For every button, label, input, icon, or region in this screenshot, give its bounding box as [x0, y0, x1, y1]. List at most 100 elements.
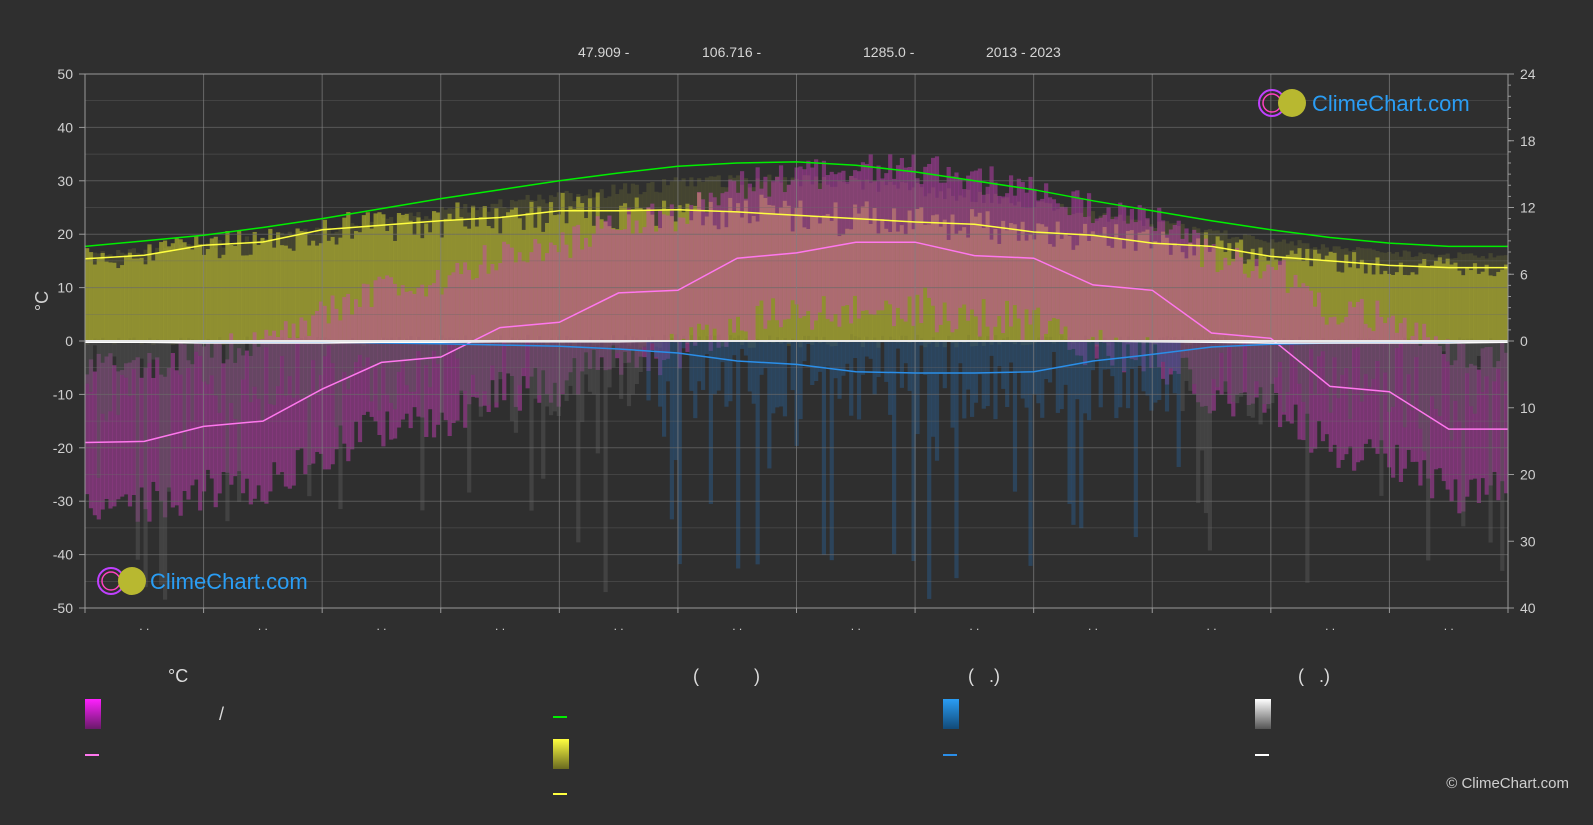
precip-bar	[1402, 341, 1407, 428]
precip-bar	[1040, 341, 1045, 418]
sunshine-bar	[424, 223, 429, 341]
sunshine-bar	[1316, 253, 1322, 341]
sunshine-bar	[919, 207, 924, 341]
precip-bar	[159, 341, 164, 585]
sunshine-bar	[700, 225, 706, 341]
precip-bar	[1363, 341, 1368, 375]
sunshine-bar	[1149, 248, 1154, 341]
sunshine-bar	[1348, 267, 1353, 341]
temp-range-bar	[178, 341, 183, 516]
temp-range-bar	[853, 170, 858, 296]
precip-bar	[408, 341, 413, 392]
sunshine-bar	[354, 231, 359, 341]
sunshine-bar	[1114, 224, 1119, 341]
daylight-line	[85, 161, 1508, 248]
temp-range-bar	[755, 167, 760, 306]
temp-range-bar	[1075, 190, 1080, 356]
temp-range-bar	[1180, 238, 1185, 358]
temp-range-bar	[771, 180, 776, 299]
precip-bar	[1437, 341, 1443, 417]
precip-bar	[1270, 341, 1275, 404]
sunshine-bar	[159, 242, 164, 341]
sunshine-bar	[1414, 274, 1419, 341]
precip-bar	[178, 341, 183, 375]
precip-bar	[736, 341, 741, 569]
logo-ring-inner-icon	[101, 571, 121, 591]
temp-range-bar	[876, 165, 881, 311]
precip-bar	[517, 341, 522, 386]
temp-range-bar	[981, 194, 986, 300]
precip-bar	[428, 341, 433, 388]
precip-bar	[400, 341, 405, 361]
temp-range-bar	[786, 184, 791, 319]
sunshine-bar	[1355, 268, 1361, 341]
x-tick-label: . .	[258, 619, 268, 633]
precip-bar	[1371, 341, 1376, 379]
temp-range-bar	[506, 244, 511, 374]
sunshine-bar	[642, 210, 647, 341]
temp-range-bar	[311, 315, 316, 464]
sunshine-bar	[1426, 266, 1431, 341]
precip-bar	[646, 341, 651, 401]
sunshine-bar	[888, 232, 893, 341]
precip-bar	[311, 341, 316, 361]
precip-bar	[993, 341, 998, 420]
precip-bar	[283, 341, 289, 396]
sunshine-bar	[389, 225, 394, 341]
legend-temp-range-swatch	[85, 699, 101, 729]
legend-sunshine-line	[553, 793, 567, 795]
sunshine-bar	[1352, 252, 1357, 341]
temp-range-bar	[1063, 206, 1068, 327]
sunshine-bar	[112, 262, 117, 341]
temp-range-bar	[256, 346, 261, 486]
temp-range-bar	[654, 231, 659, 359]
precip-bar	[1005, 341, 1010, 407]
x-tick-label: . .	[1444, 619, 1454, 633]
temp-range-bar	[1168, 229, 1174, 375]
sunshine-bar	[724, 227, 729, 341]
sunshine-bar	[790, 231, 795, 341]
temp-range-bar	[1445, 339, 1450, 490]
precip-bar	[439, 341, 444, 413]
temp-range-bar	[677, 217, 682, 369]
precip-bar	[237, 341, 242, 502]
temp-range-bar	[1398, 323, 1404, 482]
sunshine-bar	[139, 257, 144, 341]
precip-bar	[626, 341, 632, 407]
sunshine-bar	[486, 226, 491, 341]
sunshine-bar	[782, 200, 788, 341]
temp-range-bar	[260, 339, 265, 502]
precip-bar	[1223, 341, 1228, 392]
precip-bar	[1410, 341, 1415, 411]
sunshine-bar	[1122, 248, 1127, 341]
precip-bar	[658, 341, 663, 407]
temp-range-bar	[1316, 292, 1322, 421]
sunshine-bar	[178, 239, 183, 341]
precip-bar	[1246, 341, 1251, 416]
temp-range-bar	[85, 374, 90, 495]
precip-bar	[1453, 341, 1458, 401]
legend-temp-title: °C	[168, 666, 189, 686]
temp-range-bar	[1266, 264, 1271, 405]
temp-range-bar	[240, 355, 246, 494]
legend-sunshine-swatch	[553, 739, 569, 769]
precip-bar	[962, 341, 967, 419]
precip-bar	[806, 341, 811, 345]
temp-range-bar	[728, 179, 733, 319]
precip-bar	[470, 341, 476, 375]
precip-bar	[463, 341, 468, 391]
temp-range-bar	[576, 224, 581, 395]
sunshine-bar	[626, 214, 632, 341]
precip-bar	[1161, 341, 1166, 362]
precip-bar	[252, 341, 257, 387]
temp-range-bar	[946, 167, 951, 321]
precip-bar	[389, 341, 394, 403]
precip-bar	[884, 341, 889, 382]
temp-range-bar	[973, 170, 979, 317]
sunshine-bar	[545, 222, 550, 341]
temp-range-bar	[1051, 199, 1057, 318]
temp-range-bar	[931, 157, 936, 306]
temp-range-bar	[447, 275, 452, 437]
sunshine-bar	[474, 226, 480, 341]
precip-bar	[958, 341, 963, 364]
